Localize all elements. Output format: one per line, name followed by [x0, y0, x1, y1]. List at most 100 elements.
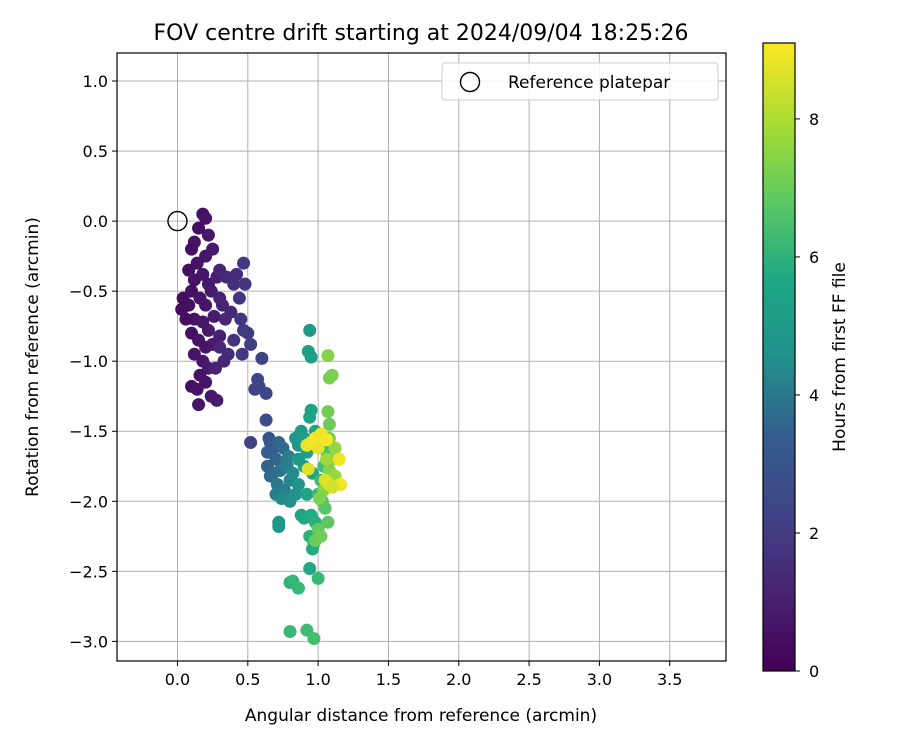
colorbar-gradient: [762, 42, 796, 672]
data-point: [199, 298, 213, 312]
x-tick-label: 1.5: [376, 670, 401, 689]
colorbar-tick-label: 6: [809, 248, 819, 267]
data-point: [207, 309, 221, 323]
data-point: [311, 441, 325, 455]
data-point: [322, 371, 336, 385]
data-point: [321, 349, 335, 363]
data-point: [318, 501, 332, 515]
y-tick-label: −0.5: [69, 282, 108, 301]
data-point: [332, 452, 346, 466]
reference-layer: [167, 210, 188, 232]
data-point: [313, 491, 327, 505]
data-point: [192, 221, 206, 235]
data-point: [303, 323, 317, 337]
data-point: [325, 480, 339, 494]
grid-lines: [117, 53, 726, 661]
data-point: [199, 211, 213, 225]
data-point: [314, 529, 328, 543]
data-point: [272, 520, 286, 534]
data-point: [303, 562, 317, 576]
data-points: [175, 207, 348, 646]
data-point: [237, 256, 251, 270]
y-tick-label: 0.0: [83, 212, 108, 231]
data-point: [304, 350, 318, 364]
axis-ticks: 0.0 0.5 1.0 1.5 2.0 2.5 3.0 3.5 1.0 0.5 0.0 −0.5 −1.…: [69, 72, 682, 689]
data-point: [322, 417, 336, 431]
data-point: [301, 462, 315, 476]
data-point: [210, 393, 224, 407]
x-tick-label: 0.5: [235, 670, 260, 689]
data-point: [213, 340, 227, 354]
legend-label-reference-platepar: Reference platepar: [508, 73, 670, 93]
plot-frame: [116, 52, 727, 662]
data-point: [291, 477, 305, 491]
colorbar-label: Hours from first FF file: [830, 262, 850, 452]
data-point: [192, 398, 206, 412]
data-point: [227, 333, 241, 347]
data-point: [311, 571, 325, 585]
y-tick-label: 1.0: [83, 72, 108, 91]
data-point: [201, 228, 215, 242]
data-point: [179, 312, 193, 326]
colorbar-tick-label: 4: [809, 386, 819, 405]
data-point: [232, 291, 246, 305]
data-point: [320, 452, 334, 466]
data-point: [196, 267, 210, 281]
data-point: [286, 466, 300, 480]
x-tick-label: 3.0: [587, 670, 612, 689]
data-point: [244, 435, 258, 449]
data-point: [238, 277, 252, 291]
reference-point: [167, 210, 188, 232]
data-point: [190, 382, 204, 396]
data-point: [235, 347, 249, 361]
legend: Reference platepar: [441, 62, 719, 101]
legend-marker-icon: [459, 71, 481, 93]
colorbar-tick-label: 8: [809, 110, 819, 129]
colorbar-ticks: 0 2 4 6 8: [795, 110, 819, 681]
legend-box: [441, 62, 719, 101]
x-tick-label: 2.0: [446, 670, 471, 689]
data-point: [259, 413, 273, 427]
data-point: [244, 337, 258, 351]
data-point: [213, 329, 227, 343]
data-point: [328, 441, 342, 455]
y-axis-label: Rotation from reference (arcmin): [23, 217, 43, 497]
data-point: [321, 405, 335, 419]
data-point: [227, 277, 241, 291]
chart-title: FOV centre drift starting at 2024/09/04 …: [154, 21, 689, 46]
colorbar-tick-label: 2: [809, 524, 819, 543]
data-point: [304, 403, 318, 417]
data-point: [224, 305, 238, 319]
data-point: [182, 263, 196, 277]
data-point: [185, 242, 199, 256]
colorbar-tick-label: 0: [809, 662, 819, 681]
x-axis-label: Angular distance from reference (arcmin): [245, 706, 597, 726]
data-point: [300, 487, 314, 501]
y-tick-label: 0.5: [83, 142, 108, 161]
y-tick-label: −2.5: [69, 562, 108, 581]
data-point: [291, 581, 305, 595]
data-point: [307, 632, 321, 646]
data-point: [241, 326, 255, 340]
data-point: [283, 625, 297, 639]
data-point: [251, 372, 265, 386]
data-point: [320, 433, 334, 447]
y-tick-label: −1.5: [69, 422, 108, 441]
data-point: [259, 386, 273, 400]
colorbar: 0 2 4 6 8 Hours from first FF file: [762, 42, 850, 681]
data-point: [176, 291, 190, 305]
data-point: [201, 323, 215, 337]
y-tick-label: −2.0: [69, 492, 108, 511]
x-tick-label: 0.0: [165, 670, 190, 689]
y-tick-label: −3.0: [69, 632, 108, 651]
data-point: [321, 515, 335, 529]
y-tick-label: −1.0: [69, 352, 108, 371]
data-point: [206, 242, 220, 256]
data-point: [208, 361, 222, 375]
data-point: [234, 312, 248, 326]
data-point: [255, 351, 269, 365]
data-point: [282, 449, 296, 463]
x-tick-label: 3.5: [657, 670, 682, 689]
x-tick-label: 1.0: [305, 670, 330, 689]
